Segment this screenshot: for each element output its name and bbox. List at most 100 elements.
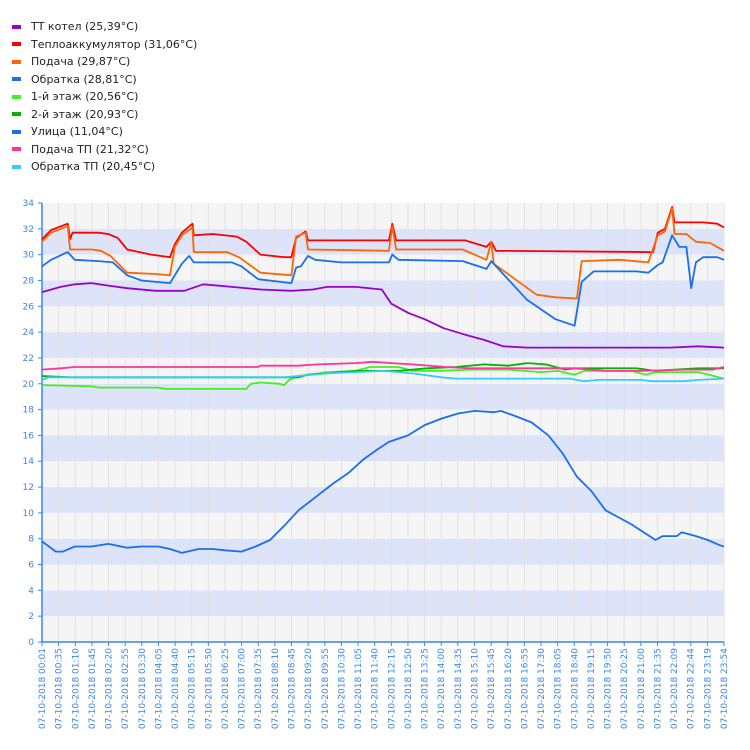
series-line: [41, 234, 725, 327]
x-tick-label: 07-10-2018 07:00: [238, 648, 248, 729]
x-tick-label: 07-10-2018 10:30: [337, 648, 347, 729]
x-tick-label: 07-10-2018 12:50: [404, 648, 414, 729]
legend-label: Улица (11,04°C): [31, 125, 123, 139]
x-tick-label: 07-10-2018 11:05: [354, 648, 364, 729]
y-tick-label: 4: [28, 586, 34, 596]
x-tick-label: 07-10-2018 00:01: [38, 648, 48, 729]
legend-label: Обратка ТП (20,45°C): [31, 160, 156, 174]
x-tick-label: 07-10-2018 22:44: [687, 648, 697, 729]
x-tick-label: 07-10-2018 01:10: [71, 648, 81, 729]
grid-band: [42, 512, 724, 539]
legend-item: 1-й этаж (20,56°C): [10, 88, 197, 106]
legend-swatch: [12, 42, 21, 47]
x-tick-label: 07-10-2018 23:54: [720, 648, 730, 729]
y-tick-label: 24: [23, 328, 35, 338]
legend: ТТ котел (25,39°C) Теплоаккумулятор (31,0…: [10, 18, 197, 176]
series-line: [41, 207, 725, 300]
grid-band: [42, 280, 724, 307]
grid-band: [42, 435, 724, 462]
y-tick-label: 0: [28, 638, 34, 648]
y-tick-label: 34: [23, 199, 35, 209]
legend-swatch: [12, 77, 21, 82]
y-tick-label: 18: [23, 406, 35, 416]
series-line: [41, 410, 725, 554]
x-tick-label: 07-10-2018 17:30: [537, 648, 547, 729]
x-tick-label: 07-10-2018 04:40: [171, 648, 181, 729]
x-tick-label: 07-10-2018 14:00: [437, 648, 447, 729]
x-tick-label: 07-10-2018 02:55: [121, 648, 131, 729]
x-tick-label: 07-10-2018 15:10: [470, 648, 480, 729]
grid-band: [42, 409, 724, 436]
grid-band: [42, 590, 724, 617]
x-tick-label: 07-10-2018 12:15: [387, 648, 397, 729]
legend-label: Подача (29,87°C): [31, 55, 131, 69]
x-tick-label: 07-10-2018 01:45: [88, 648, 98, 729]
grid-band: [42, 564, 724, 591]
x-tick-label: 07-10-2018 08:45: [288, 648, 298, 729]
x-tick-label: 07-10-2018 03:30: [138, 648, 148, 729]
legend-label: Подача ТП (21,32°C): [31, 142, 149, 156]
x-tick-label: 07-10-2018 15:45: [487, 648, 497, 729]
x-tick-label: 07-10-2018 09:55: [321, 648, 331, 729]
legend-swatch: [12, 112, 21, 117]
x-tick-label: 07-10-2018 08:10: [271, 648, 281, 729]
x-tick-label: 07-10-2018 07:35: [254, 648, 264, 729]
grid-band: [42, 254, 724, 281]
x-tick-label: 07-10-2018 20:25: [620, 648, 630, 729]
y-tick-label: 30: [23, 251, 35, 261]
legend-swatch: [12, 94, 21, 99]
x-tick-label: 07-10-2018 16:55: [520, 648, 530, 729]
y-tick-label: 20: [23, 380, 35, 390]
legend-swatch: [12, 164, 21, 169]
y-tick-label: 32: [23, 225, 34, 235]
x-tick-label: 07-10-2018 23:19: [703, 648, 713, 729]
y-tick-label: 10: [23, 509, 35, 519]
grid-band: [42, 332, 724, 358]
legend-swatch: [12, 129, 21, 134]
legend-item: Подача (29,87°C): [10, 53, 197, 71]
x-tick-label: 07-10-2018 22:09: [670, 648, 680, 729]
y-tick-label: 16: [23, 431, 35, 441]
x-tick-label: 07-10-2018 14:35: [454, 648, 464, 729]
x-tick-label: 07-10-2018 18:05: [554, 648, 564, 729]
y-tick-label: 12: [23, 483, 34, 493]
x-tick-label: 07-10-2018 06:25: [221, 648, 231, 729]
x-tick-label: 07-10-2018 19:15: [587, 648, 597, 729]
legend-label: 2-й этаж (20,93°C): [31, 107, 139, 121]
x-tick-label: 07-10-2018 21:35: [653, 648, 663, 729]
legend-item: Улица (11,04°C): [10, 123, 197, 141]
legend-item: Подача ТП (21,32°C): [10, 141, 197, 159]
series-line: [41, 282, 725, 349]
series-line: [41, 370, 725, 383]
grid-band: [42, 487, 724, 513]
x-tick-label: 07-10-2018 02:20: [105, 648, 115, 729]
legend-swatch: [12, 24, 21, 29]
x-tick-label: 07-10-2018 11:40: [371, 648, 381, 729]
legend-label: Теплоаккумулятор (31,06°C): [31, 37, 198, 51]
x-tick-label: 07-10-2018 00:35: [55, 648, 65, 729]
y-tick-label: 22: [23, 354, 34, 364]
y-tick-label: 28: [23, 276, 35, 286]
y-tick-label: 6: [28, 561, 34, 571]
y-tick-label: 8: [28, 535, 34, 545]
grid-band: [42, 538, 724, 565]
x-tick-label: 07-10-2018 18:40: [570, 648, 580, 729]
legend-item: Обратка (28,81°C): [10, 71, 197, 89]
x-tick-label: 07-10-2018 04:05: [154, 648, 164, 729]
grid-band: [42, 306, 724, 333]
x-tick-label: 07-10-2018 13:25: [421, 648, 431, 729]
legend-swatch: [12, 59, 21, 64]
x-tick-label: 07-10-2018 16:20: [504, 648, 514, 729]
x-tick-label: 07-10-2018 05:50: [204, 648, 214, 729]
legend-item: 2-й этаж (20,93°C): [10, 106, 197, 124]
y-tick-label: 26: [23, 302, 35, 312]
legend-item: Обратка ТП (20,45°C): [10, 158, 197, 176]
legend-swatch: [12, 147, 21, 152]
x-tick-label: 07-10-2018 21:00: [637, 648, 647, 729]
y-tick-label: 14: [23, 457, 35, 467]
grid-band: [42, 616, 724, 642]
x-tick-label: 07-10-2018 09:20: [304, 648, 314, 729]
legend-item: ТТ котел (25,39°C): [10, 18, 197, 36]
grid-band: [42, 461, 724, 488]
